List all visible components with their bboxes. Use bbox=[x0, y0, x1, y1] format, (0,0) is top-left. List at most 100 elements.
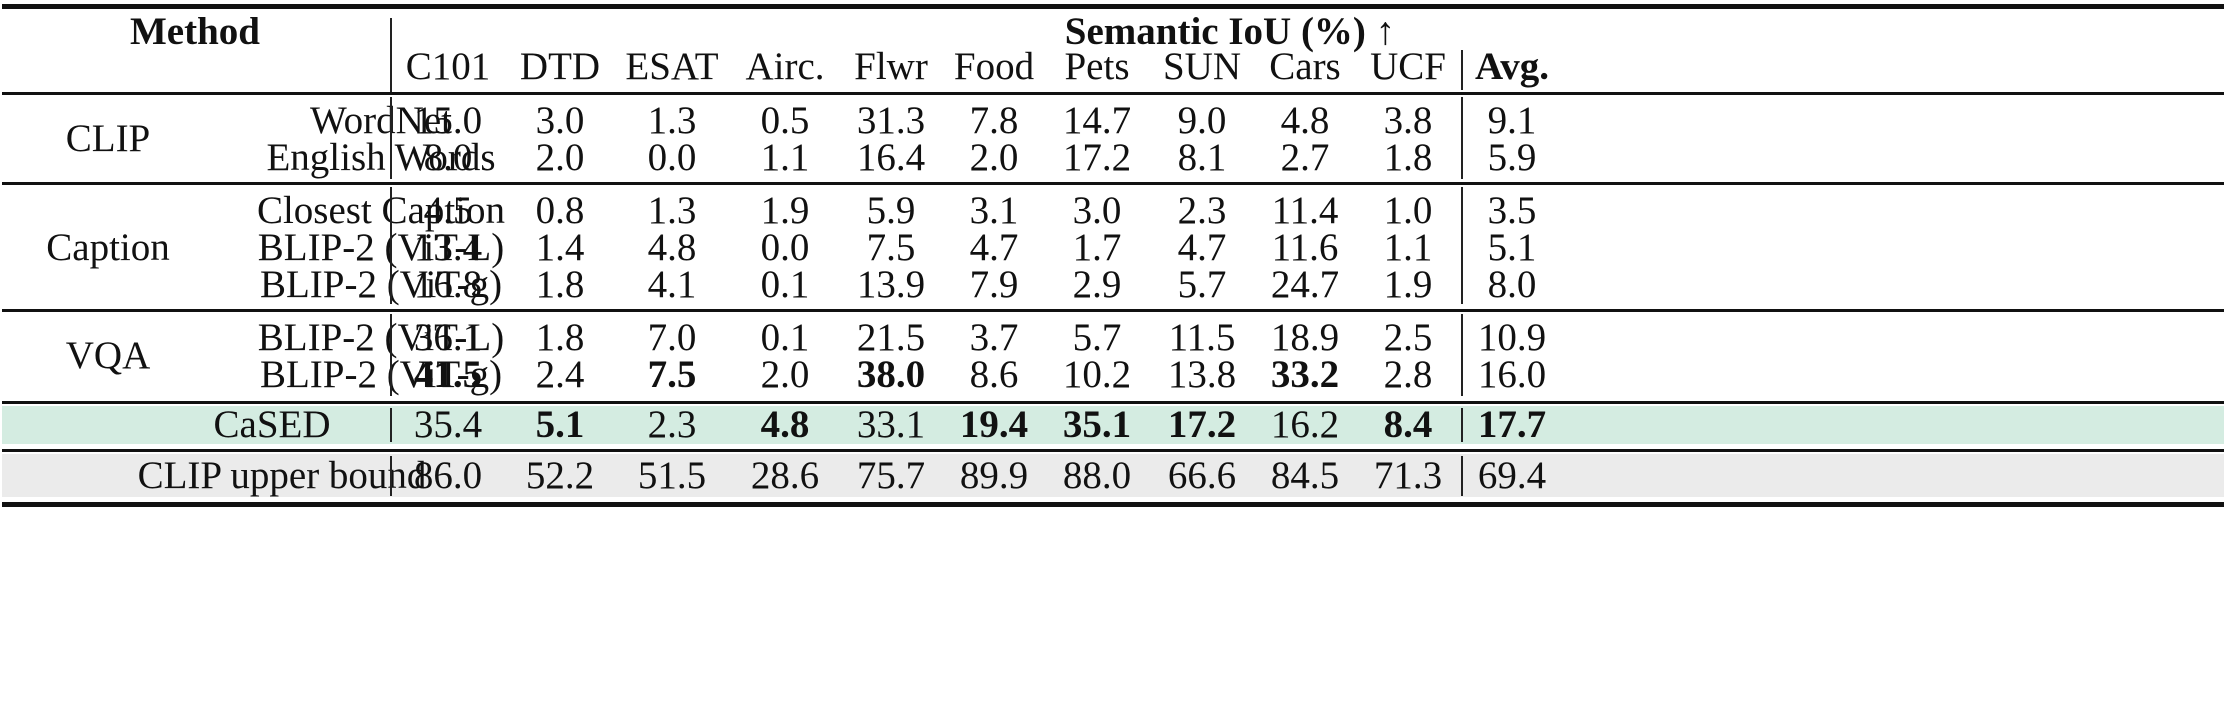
value-cell: 2.9 bbox=[1072, 263, 1122, 306]
value-cell: 4.8 bbox=[760, 403, 810, 446]
group-label-vqa: VQA bbox=[65, 334, 151, 377]
value-cell: 33.2 bbox=[1270, 353, 1340, 396]
value-cell: 11.5 bbox=[1168, 316, 1236, 359]
value-cell: 19.4 bbox=[959, 403, 1029, 446]
method-name-upper-bound: CLIP upper bound bbox=[137, 454, 427, 497]
column-header-cars: Cars bbox=[1269, 45, 1341, 88]
value-cell: 1.8 bbox=[535, 316, 585, 359]
value-cell: 17.7 bbox=[1477, 403, 1547, 446]
value-cell: 35.1 bbox=[1062, 403, 1132, 446]
value-cell: 71.3 bbox=[1373, 454, 1443, 497]
value-cell: 4.1 bbox=[647, 263, 697, 306]
value-cell: 16.4 bbox=[856, 136, 926, 179]
value-cell: 7.5 bbox=[647, 353, 697, 396]
value-cell: 1.0 bbox=[1383, 189, 1433, 232]
value-cell: 2.0 bbox=[535, 136, 585, 179]
column-header-flwr: Flwr bbox=[854, 45, 928, 88]
group-label-caption: Caption bbox=[46, 226, 170, 269]
value-cell: 35.4 bbox=[413, 403, 483, 446]
method-separator-line bbox=[390, 456, 392, 496]
caption-group-rule bbox=[2, 309, 2224, 312]
value-cell: 3.0 bbox=[1072, 189, 1122, 232]
value-cell: 2.4 bbox=[535, 353, 585, 396]
value-cell: 8.0 bbox=[1487, 263, 1537, 306]
value-cell: 2.3 bbox=[647, 403, 697, 446]
value-cell: 9.1 bbox=[1487, 99, 1537, 142]
value-cell: 16.0 bbox=[1477, 353, 1547, 396]
column-header-pets: Pets bbox=[1064, 45, 1130, 88]
value-cell: 38.0 bbox=[856, 353, 926, 396]
value-cell: 5.7 bbox=[1072, 316, 1122, 359]
method-separator-line bbox=[390, 97, 392, 179]
value-cell: 7.5 bbox=[866, 226, 916, 269]
method-name-cased: CaSED bbox=[213, 403, 331, 446]
value-cell: 86.0 bbox=[413, 454, 483, 497]
value-cell: 18.9 bbox=[1270, 316, 1340, 359]
method-name: Closest Caption bbox=[256, 189, 506, 232]
value-cell: 14.7 bbox=[1062, 99, 1132, 142]
value-cell: 21.5 bbox=[856, 316, 926, 359]
value-cell: 4.8 bbox=[647, 226, 697, 269]
avg-separator-line bbox=[1461, 187, 1463, 304]
column-header-avg: Avg. bbox=[1474, 45, 1550, 88]
top-rule bbox=[2, 4, 2224, 9]
value-cell: 0.0 bbox=[760, 226, 810, 269]
value-cell: 0.5 bbox=[760, 99, 810, 142]
value-cell: 24.7 bbox=[1270, 263, 1340, 306]
bottom-rule bbox=[2, 502, 2224, 507]
value-cell: 10.9 bbox=[1477, 316, 1547, 359]
value-cell: 28.6 bbox=[750, 454, 820, 497]
column-header-dtd: DTD bbox=[519, 45, 601, 88]
value-cell: 52.2 bbox=[525, 454, 595, 497]
value-cell: 5.1 bbox=[1487, 226, 1537, 269]
value-cell: 13.4 bbox=[413, 226, 483, 269]
method-name: BLIP-2 (ViT-g) bbox=[259, 353, 503, 396]
value-cell: 1.1 bbox=[1383, 226, 1433, 269]
value-cell: 5.9 bbox=[1487, 136, 1537, 179]
value-cell: 84.5 bbox=[1270, 454, 1340, 497]
value-cell: 4.8 bbox=[1280, 99, 1330, 142]
value-cell: 3.0 bbox=[535, 99, 585, 142]
method-separator-line bbox=[390, 408, 392, 442]
value-cell: 13.8 bbox=[1167, 353, 1237, 396]
value-cell: 8.0 bbox=[423, 136, 473, 179]
value-cell: 1.4 bbox=[535, 226, 585, 269]
method-name: BLIP-2 (ViT-L) bbox=[257, 316, 505, 359]
method-separator-line bbox=[390, 314, 392, 396]
method-separator-line bbox=[390, 18, 392, 92]
value-cell: 3.8 bbox=[1383, 99, 1433, 142]
value-cell: 0.0 bbox=[647, 136, 697, 179]
column-header-esat: ESAT bbox=[625, 45, 719, 88]
value-cell: 3.1 bbox=[969, 189, 1019, 232]
value-cell: 5.1 bbox=[535, 403, 585, 446]
value-cell: 16.8 bbox=[413, 263, 483, 306]
value-cell: 13.9 bbox=[856, 263, 926, 306]
value-cell: 88.0 bbox=[1062, 454, 1132, 497]
value-cell: 41.5 bbox=[413, 353, 483, 396]
value-cell: 2.5 bbox=[1383, 316, 1433, 359]
value-cell: 69.4 bbox=[1477, 454, 1547, 497]
value-cell: 51.5 bbox=[637, 454, 707, 497]
value-cell: 1.8 bbox=[535, 263, 585, 306]
clip-group-rule bbox=[2, 182, 2224, 185]
method-name: BLIP-2 (ViT-L) bbox=[257, 226, 505, 269]
value-cell: 10.2 bbox=[1062, 353, 1132, 396]
value-cell: 8.1 bbox=[1177, 136, 1227, 179]
value-cell: 5.9 bbox=[866, 189, 916, 232]
value-cell: 5.7 bbox=[1177, 263, 1227, 306]
value-cell: 4.7 bbox=[969, 226, 1019, 269]
value-cell: 2.0 bbox=[760, 353, 810, 396]
value-cell: 8.6 bbox=[969, 353, 1019, 396]
avg-separator-line bbox=[1461, 408, 1463, 442]
value-cell: 3.7 bbox=[969, 316, 1019, 359]
value-cell: 2.8 bbox=[1383, 353, 1433, 396]
column-header-c101: C101 bbox=[405, 45, 491, 88]
vqa-group-rule bbox=[2, 401, 2224, 404]
value-cell: 17.2 bbox=[1167, 403, 1237, 446]
value-cell: 3.5 bbox=[1487, 189, 1537, 232]
avg-separator-line bbox=[1461, 314, 1463, 396]
value-cell: 1.3 bbox=[647, 99, 697, 142]
column-header-ucf: UCF bbox=[1370, 45, 1446, 88]
value-cell: 36.1 bbox=[413, 316, 483, 359]
